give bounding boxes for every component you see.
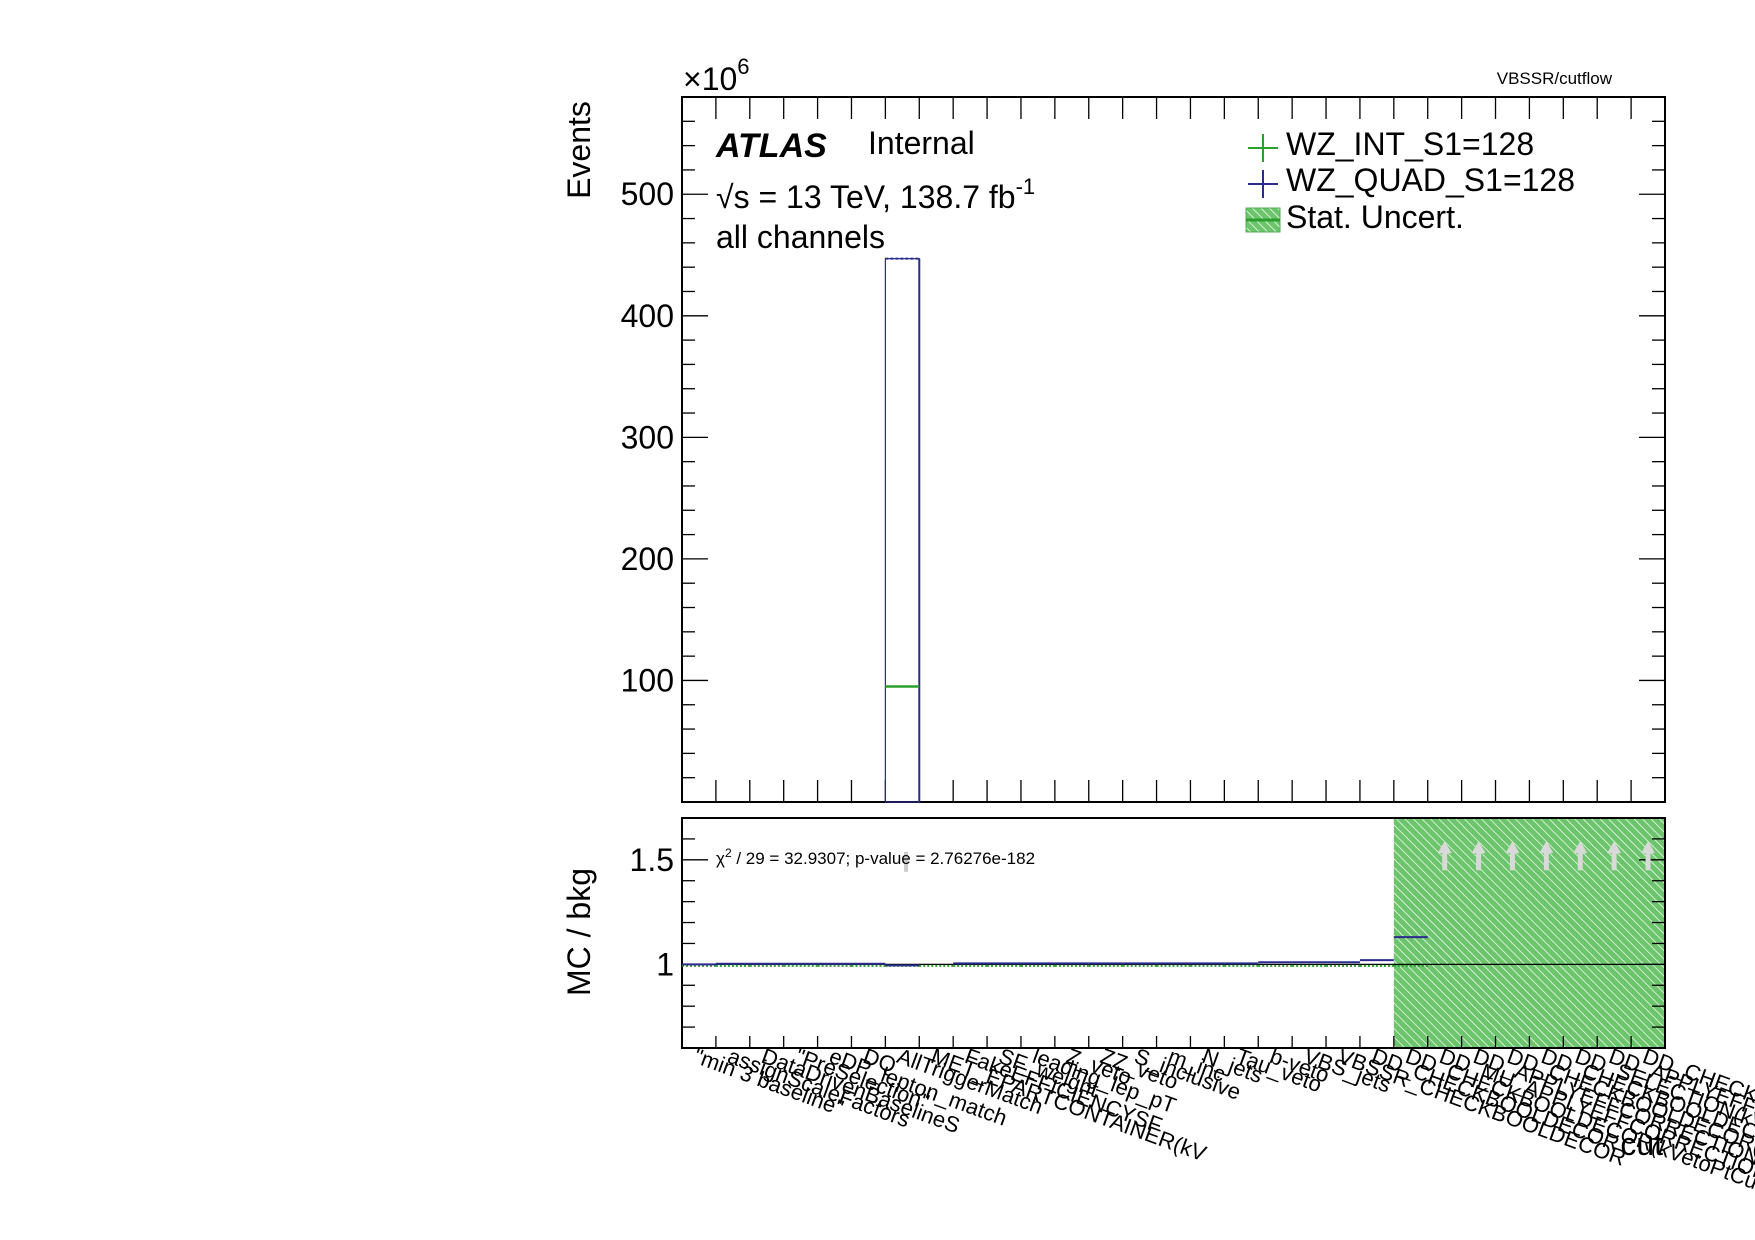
overflow-arrow-head [1539,841,1554,854]
ratio-histograms [682,851,1428,967]
chi2-label: χ2 / 29 = 32.9307; p-value = 2.76276e-18… [716,846,1035,868]
stat-uncertainty-band [1393,818,1665,1048]
legend-label-quad: WZ_QUAD_S1=128 [1286,162,1575,198]
main-frame [681,96,1666,803]
energy-lumi-superscript: -1 [1016,174,1036,199]
exponent-label: ×106 [683,54,750,97]
legend-entry-int: WZ_INT_S1=128 [1248,126,1534,162]
main-y-tick-labels: 100 200 300 400 500 [621,176,674,698]
y-tick-label: 400 [621,298,674,334]
main-ticks [682,97,1665,802]
overflow-arrow-head [1437,841,1452,854]
exponent-base: ×10 [683,61,737,97]
y-tick-label: 300 [621,419,674,455]
y-tick-label: 200 [621,541,674,577]
y-tick-label: 100 [621,662,674,698]
corner-label: VBSSR/cutflow [1497,69,1613,88]
overflow-arrow-head [1607,841,1622,854]
ratio-error-marker [904,851,909,872]
y-axis-title: Events [561,101,597,199]
legend-label-int: WZ_INT_S1=128 [1286,126,1534,162]
y-tick-label: 500 [621,176,674,212]
ratio-y-tick-label: 1.5 [630,842,674,878]
stat-band-rect [1393,818,1665,1048]
main-panel: Events 100 200 300 400 500 ATLAS Internal √s… [561,96,1666,803]
chi2-symbol: χ [716,849,725,868]
ratio-y-tick-label: 1 [656,946,674,982]
channel-label: all channels [716,219,885,255]
chi2-superscript: 2 [725,846,732,860]
energy-lumi-text: √s = 13 TeV, 138.7 fb [716,179,1016,215]
main-histograms [884,257,921,803]
atlas-label: ATLAS [715,127,827,165]
ratio-panel: 11.5 MC / bkg χ2 / 29 = 32.9307; p-value… [561,817,1666,1162]
ratio-y-axis-title: MC / bkg [561,868,597,996]
overflow-arrow-head [1505,841,1520,854]
legend-entry-quad: WZ_QUAD_S1=128 [1248,162,1575,198]
ratio-frame [681,817,1666,1049]
exponent-power: 6 [737,54,749,79]
ratio-y-tick-labels: 11.5 [630,842,674,983]
legend: WZ_INT_S1=128 WZ_QUAD_S1=128 Stat. Uncer… [1245,126,1575,235]
legend-entry-stat: Stat. Uncert. [1245,199,1464,235]
overflow-arrow-head [1471,841,1486,854]
atlas-status: Internal [868,125,975,161]
legend-label-stat: Stat. Uncert. [1286,199,1464,235]
x-axis-title: cut [1620,1126,1663,1162]
chi2-text: / 29 = 32.9307; p-value = 2.76276e-182 [732,849,1035,868]
overflow-arrow-head [1641,841,1656,854]
overflow-arrow-head [1573,841,1588,854]
energy-lumi-label: √s = 13 TeV, 138.7 fb-1 [716,174,1035,215]
overflow-arrows [1437,841,1656,871]
